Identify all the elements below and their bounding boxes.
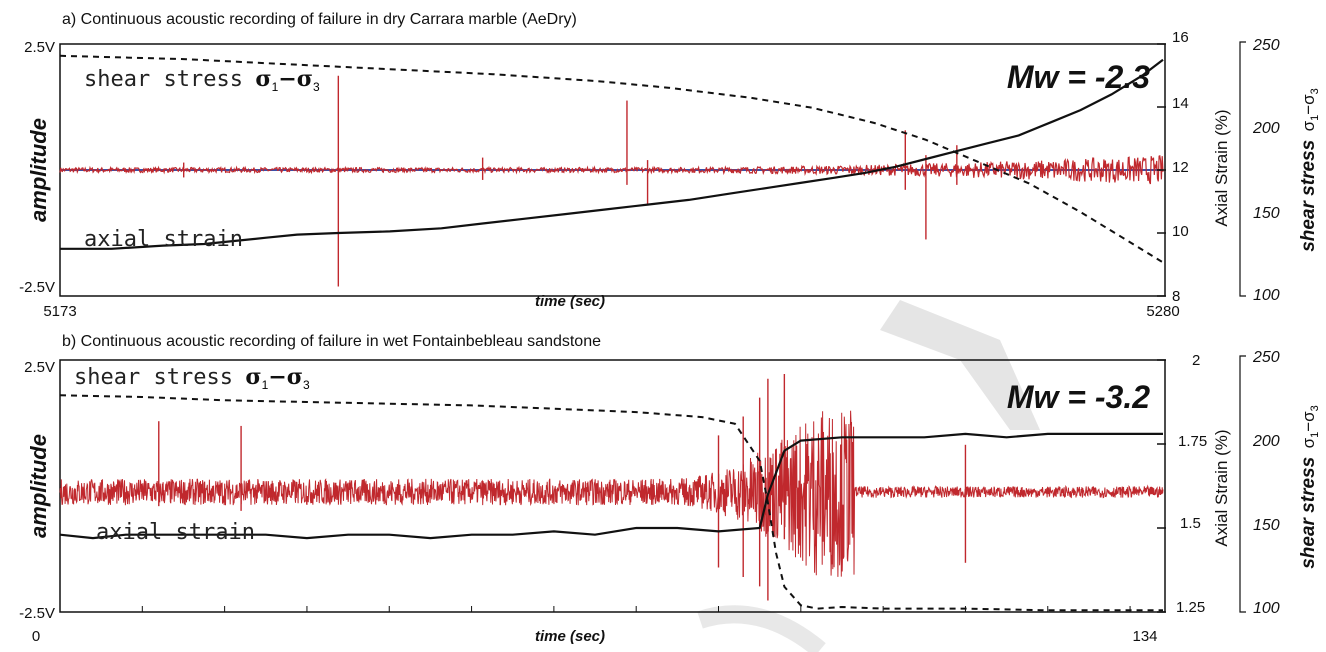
panel-a-stress-axis-sigma1: σ xyxy=(1299,120,1318,131)
panel-b-ytick-bottom: -2.5V xyxy=(19,605,55,622)
panel-a-strain-axis-label: Axial Strain (%) xyxy=(1212,109,1231,226)
panel-a-sigma-1-sub: 1 xyxy=(272,80,279,94)
panel-b-strain-label: axial strain xyxy=(96,520,255,545)
panel-b-xticks xyxy=(59,606,1131,612)
panel-a-strain-tick-12: 12 xyxy=(1172,159,1189,176)
panel-b: b) Continuous acoustic recording of fail… xyxy=(19,333,1321,645)
panel-a-xlabel: time (sec) xyxy=(535,293,605,310)
panel-a-amplitude-label: amplitude xyxy=(26,118,51,222)
panel-b-ytick-top: 2.5V xyxy=(24,359,55,376)
panel-a-stress-axis-label: shear stress σ1−σ3 xyxy=(1298,88,1321,252)
panel-b-strain-tick-175: 1.75 xyxy=(1178,433,1207,450)
axial-strain-line xyxy=(60,58,1164,250)
panel-b-strain-tick-15: 1.5 xyxy=(1180,515,1201,532)
panel-a-mw-annotation: Mw = -2.3 xyxy=(1007,59,1150,95)
background-watermark xyxy=(697,300,1040,652)
panel-a: a) Continuous acoustic recording of fail… xyxy=(19,11,1321,320)
panel-a-marks xyxy=(59,43,1166,297)
panel-a-ytick-bottom: -2.5V xyxy=(19,279,55,296)
panel-a-stress-text: shear stress xyxy=(84,67,243,92)
panel-b-mw-annotation: Mw = -3.2 xyxy=(1007,379,1150,415)
panel-b-stress-axis-sub3: 3 xyxy=(1309,405,1321,411)
panel-a-stress-tick-100: 100 xyxy=(1253,287,1280,304)
shear-stress-line xyxy=(59,394,1163,612)
panel-a-stress-axis-sub3: 3 xyxy=(1309,88,1321,94)
panel-b-xtick-end: 134 xyxy=(1132,628,1157,645)
panel-b-stress-axis-sigma1: σ xyxy=(1299,437,1318,448)
panel-a-stress-axis-text: shear stress xyxy=(1298,140,1319,252)
panel-a-strain-tick-10: 10 xyxy=(1172,223,1189,240)
panel-a-minus: −σ xyxy=(278,66,313,92)
panel-a-stress-axis-bracket xyxy=(1239,41,1246,297)
panel-b-stress-label: shear stress σ1−σ3 xyxy=(74,364,310,392)
panel-b-stress-axis-bracket xyxy=(1239,355,1246,613)
panel-b-stress-tick-200: 200 xyxy=(1252,433,1280,450)
panel-a-stress-axis-sub1: 1 xyxy=(1309,115,1321,121)
panel-b-stress-axis-text: shear stress xyxy=(1298,457,1319,569)
panel-b-stress-tick-100: 100 xyxy=(1253,600,1280,617)
panel-a-xtick-start: 5173 xyxy=(43,303,76,320)
panel-b-stress-tick-150: 150 xyxy=(1253,517,1280,534)
panel-b-sigma-1: σ xyxy=(245,364,261,390)
panel-a-title: a) Continuous acoustic recording of fail… xyxy=(62,11,577,28)
panel-a-ytick-top: 2.5V xyxy=(24,39,55,56)
panel-a-strain-label: axial strain xyxy=(84,227,243,252)
panel-b-sigma-3-sub: 3 xyxy=(303,378,310,392)
axial-strain-line xyxy=(59,432,1163,540)
acoustic-signal xyxy=(59,410,1164,577)
panel-a-stress-tick-200: 200 xyxy=(1252,120,1280,137)
panel-b-marks xyxy=(59,359,1166,613)
panel-b-strain-tick-2: 2 xyxy=(1192,352,1200,369)
panel-a-strain-tick-16: 16 xyxy=(1172,29,1189,46)
panel-b-stress-tick-250: 250 xyxy=(1252,349,1280,366)
panel-a-strain-tick-8: 8 xyxy=(1172,288,1180,305)
panel-a-stress-tick-250: 250 xyxy=(1252,37,1280,54)
panel-b-stress-axis-label: shear stress σ1−σ3 xyxy=(1298,405,1321,569)
acoustic-signal xyxy=(59,154,1164,185)
panel-b-strain-axis-label: Axial Strain (%) xyxy=(1212,429,1231,546)
panel-a-stress-label: shear stress σ1−σ3 xyxy=(84,66,320,94)
panel-b-title: b) Continuous acoustic recording of fail… xyxy=(62,333,601,350)
panel-a-stress-tick-150: 150 xyxy=(1253,205,1280,222)
panel-b-frame xyxy=(59,359,1166,613)
panel-b-stress-axis-sub1: 1 xyxy=(1309,432,1321,438)
panel-b-strain-tick-125: 1.25 xyxy=(1176,599,1205,616)
panel-b-stress-axis-sigma3: −σ xyxy=(1299,411,1318,432)
shear-stress-line xyxy=(59,54,1164,264)
panel-b-minus: −σ xyxy=(268,364,303,390)
panel-a-sigma-3-sub: 3 xyxy=(313,80,320,94)
panel-a-xtick-end: 5280 xyxy=(1146,303,1179,320)
panel-b-xtick-start: 0 xyxy=(32,628,40,645)
panel-a-sigma-1: σ xyxy=(255,66,271,92)
panel-b-amplitude-label: amplitude xyxy=(26,434,51,538)
panel-b-sigma-1-sub: 1 xyxy=(262,378,269,392)
panel-b-xlabel: time (sec) xyxy=(535,628,605,645)
panel-b-stress-text: shear stress xyxy=(74,365,233,390)
panel-a-stress-axis-sigma3: −σ xyxy=(1299,94,1318,115)
panel-a-strain-tick-14: 14 xyxy=(1172,95,1189,112)
